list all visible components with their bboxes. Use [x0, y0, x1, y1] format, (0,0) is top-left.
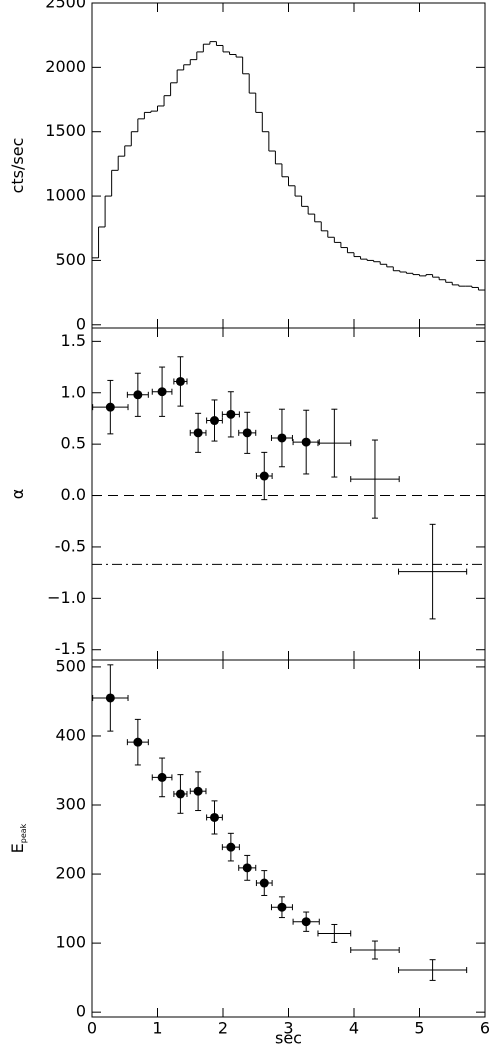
y-tick-label: 200 — [55, 864, 86, 883]
data-point — [105, 402, 115, 412]
data-point — [175, 789, 185, 799]
data-point — [157, 772, 167, 782]
data-point — [242, 863, 252, 873]
data-point — [301, 437, 311, 447]
y-tick-label: 0.5 — [61, 434, 86, 453]
x-tick-label: 5 — [414, 1019, 424, 1038]
y-tick-label: 1.0 — [61, 382, 86, 401]
x-tick-label: 1 — [152, 1019, 162, 1038]
y-tick-label: 2000 — [45, 57, 86, 76]
data-point — [157, 387, 167, 397]
data-point — [193, 786, 203, 796]
x-tick-label: 3 — [283, 1019, 293, 1038]
y-axis-label: α — [8, 489, 27, 500]
y-tick-label: −1.0 — [47, 588, 86, 607]
y-tick-label: 0 — [76, 1002, 86, 1021]
y-axis-label-main: E — [8, 843, 27, 853]
x-tick-label: 6 — [480, 1019, 490, 1038]
data-point — [226, 409, 236, 419]
x-tick-label: 2 — [218, 1019, 228, 1038]
y-axis-label: Epeak — [8, 823, 28, 853]
data-point — [301, 917, 311, 927]
y-tick-label: 400 — [55, 725, 86, 744]
data-point — [193, 428, 203, 438]
y-tick-label: 100 — [55, 933, 86, 952]
data-point — [133, 390, 143, 400]
y-tick-label: 1000 — [45, 186, 86, 205]
data-point — [259, 878, 269, 888]
data-point — [277, 433, 287, 443]
y-axis-label-sub: peak — [19, 823, 28, 843]
y-axis-label: cts/sec — [8, 138, 27, 194]
y-axis-label-main: cts/sec — [8, 138, 27, 194]
data-point — [277, 902, 287, 912]
x-tick-label: 4 — [349, 1019, 359, 1038]
y-tick-label: 2500 — [45, 0, 86, 12]
data-point — [226, 842, 236, 852]
y-tick-label: -0.5 — [55, 536, 86, 555]
y-tick-label: -1.5 — [55, 639, 86, 658]
y-tick-label: 500 — [55, 250, 86, 269]
y-axis-label-main: α — [8, 489, 27, 500]
data-point — [242, 428, 252, 438]
data-point — [259, 471, 269, 481]
y-tick-label: 0 — [76, 314, 86, 333]
data-point — [209, 812, 219, 822]
y-tick-label: 0.0 — [61, 485, 86, 504]
y-tick-label: 500 — [55, 656, 86, 675]
y-tick-label: 1.5 — [61, 331, 86, 350]
x-axis-label: sec — [275, 1029, 302, 1047]
plot-frame — [91, 2, 486, 329]
x-tick-label: 0 — [87, 1019, 97, 1038]
plot-frame — [91, 659, 486, 1018]
data-point — [105, 693, 115, 703]
data-point — [133, 737, 143, 747]
data-point — [209, 416, 219, 426]
y-tick-label: 300 — [55, 795, 86, 814]
y-tick-label: 1500 — [45, 121, 86, 140]
plot-frame — [91, 327, 486, 661]
data-point — [175, 376, 185, 386]
